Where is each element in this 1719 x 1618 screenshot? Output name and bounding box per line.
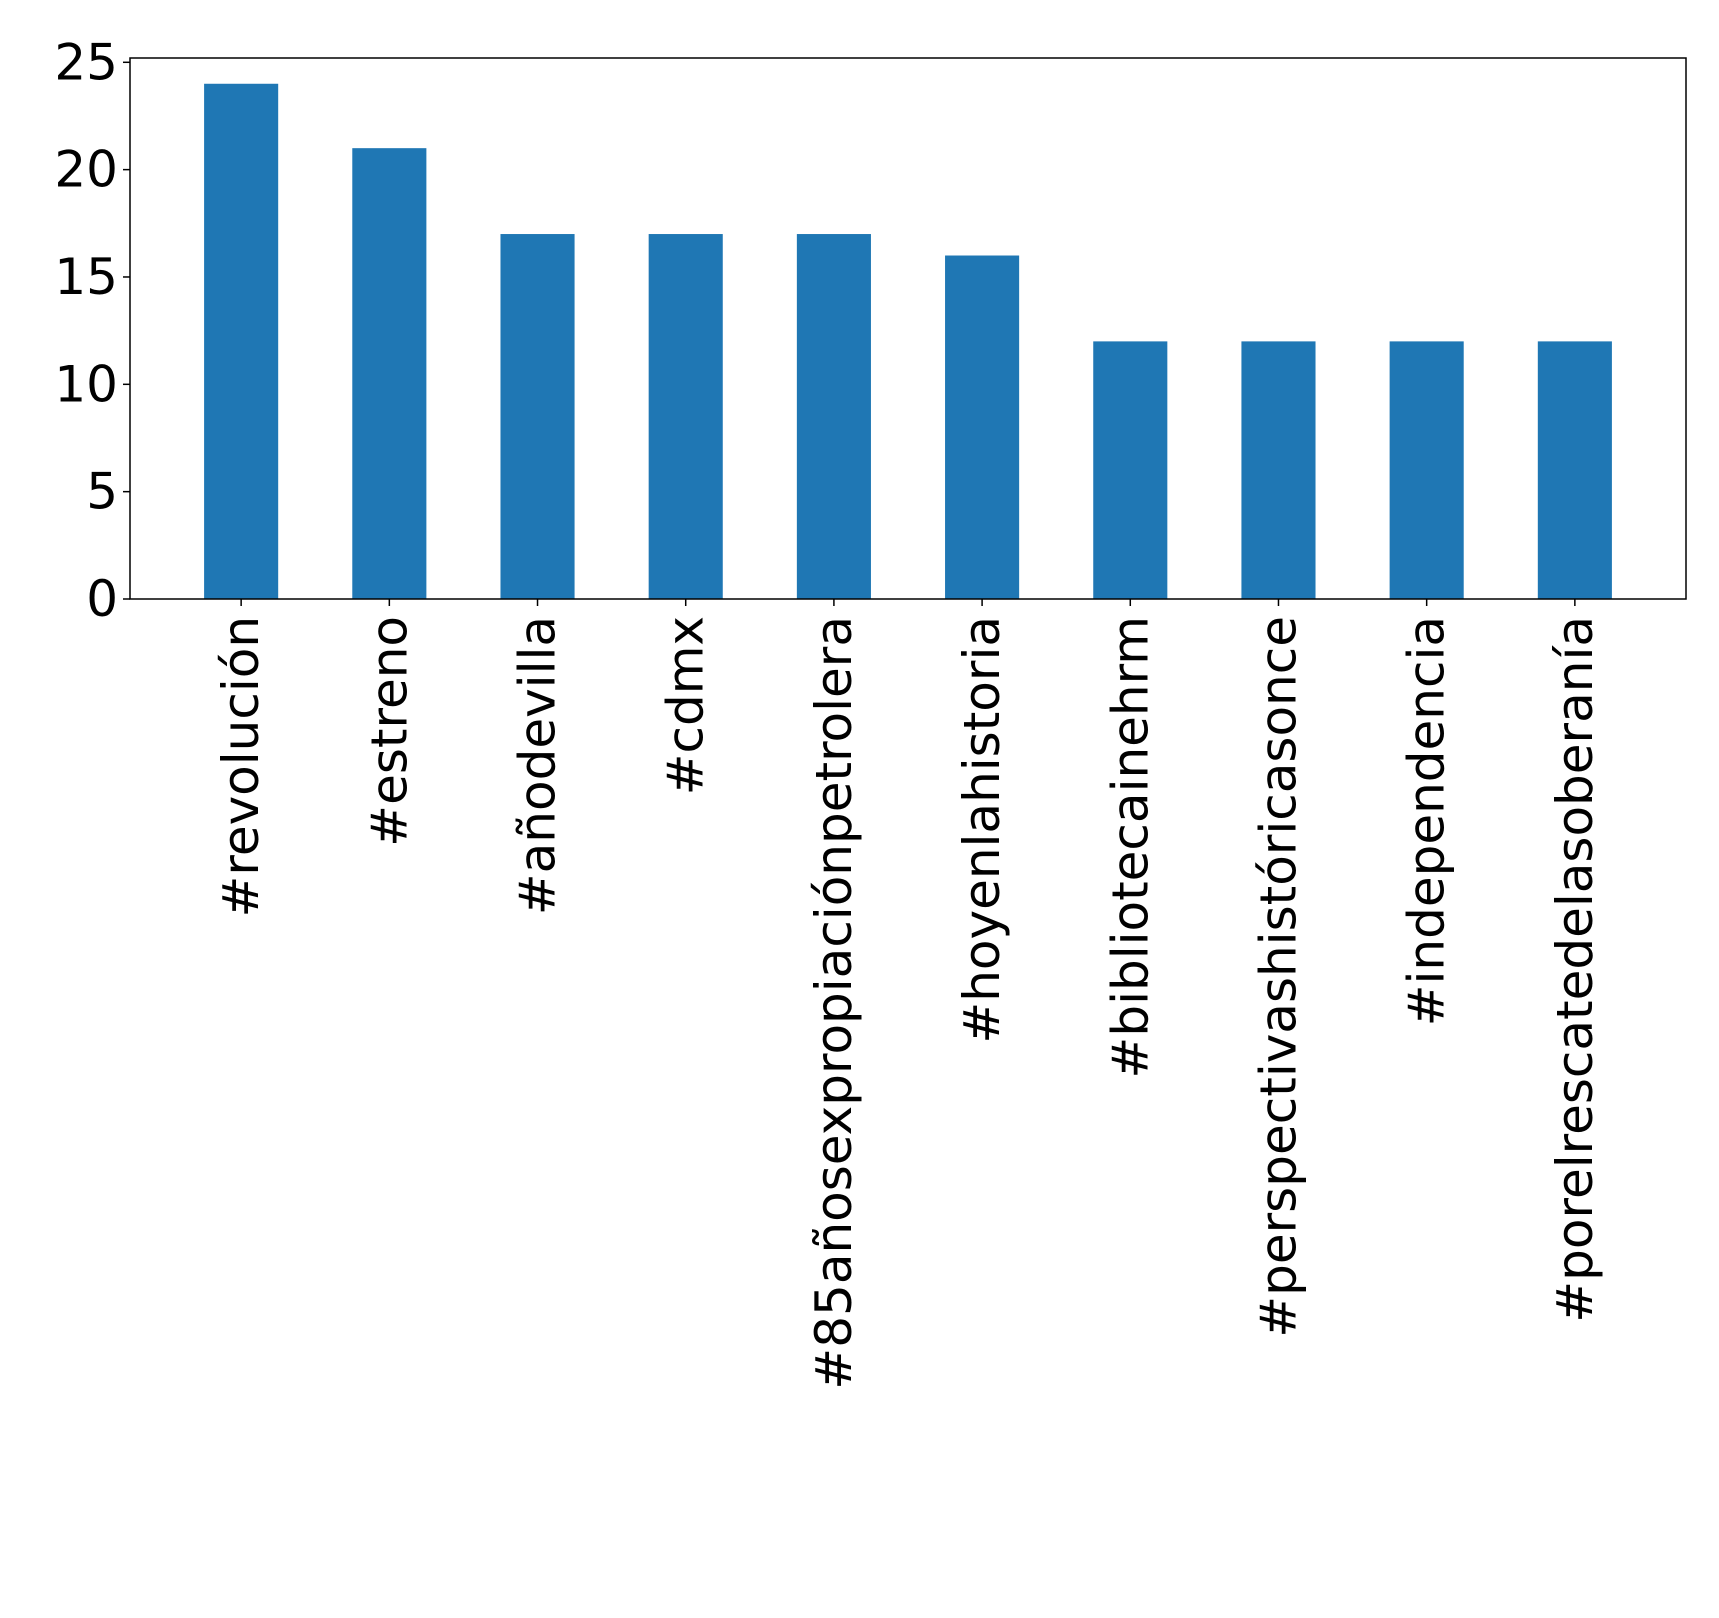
bar-8 [1389,341,1464,599]
y-axis: 0 5 10 15 20 25 [54,33,130,628]
x-tick-label-7: #perspectivashistóricasonce [1249,616,1307,1338]
bar-0 [204,83,279,599]
x-tick-label-5: #hoyenlahistoria [953,616,1011,1044]
x-tick-label-6: #bibliotecainehrm [1101,616,1159,1079]
x-axis: #revolución #estreno #añodevilla #cdmx #85añ… [212,599,1604,1390]
y-tick-label-0: 0 [86,570,118,628]
bar-9 [1537,341,1612,599]
x-tick-label-9: #porelrescatedelasoberanía [1546,616,1604,1323]
bar-6 [1093,341,1168,599]
bar-2 [500,234,575,600]
bars-layer [204,83,1612,600]
x-tick-label-3: #cdmx [657,616,715,795]
y-tick-label-1: 5 [86,463,118,521]
bar-7 [1241,341,1316,599]
bar-1 [352,148,427,599]
y-tick-label-4: 20 [54,141,118,199]
y-tick-label-2: 10 [54,355,118,413]
x-tick-label-2: #añodevilla [509,616,567,915]
y-tick-label-5: 25 [54,33,118,91]
bar-5 [945,255,1020,599]
x-tick-label-8: #independencia [1398,616,1456,1026]
x-tick-label-0: #revolución [212,616,270,918]
bar-3 [648,234,723,600]
x-tick-label-4: #85añosexpropiaciónpetrolera [805,616,863,1390]
y-tick-label-3: 15 [54,248,118,306]
bar-4 [796,234,871,600]
plot-frame [129,57,1687,600]
x-tick-label-1: #estreno [360,616,418,847]
